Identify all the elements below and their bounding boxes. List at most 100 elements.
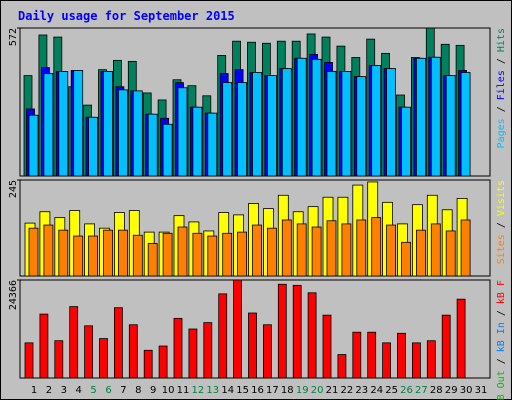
- bar: [143, 349, 153, 379]
- legend: Sites / Visits: [496, 180, 507, 264]
- bar: [252, 72, 262, 177]
- bar: [54, 340, 64, 379]
- bar: [132, 234, 143, 277]
- bar: [73, 70, 84, 177]
- bar: [192, 232, 203, 277]
- bar: [456, 298, 466, 379]
- bar: [218, 293, 228, 379]
- bar: [296, 223, 307, 277]
- bar: [367, 331, 377, 379]
- y-tick-label: 572: [8, 28, 19, 46]
- x-tick-label: 25: [385, 385, 398, 396]
- x-tick-label: 3: [61, 385, 67, 396]
- bar: [371, 217, 382, 277]
- bar: [237, 231, 248, 277]
- x-tick-label: 8: [135, 385, 141, 396]
- bar: [322, 314, 332, 379]
- x-tick-label: 14: [221, 385, 234, 396]
- bar: [203, 322, 213, 379]
- x-tick-label: 20: [311, 385, 324, 396]
- bar: [207, 235, 218, 277]
- bar: [147, 243, 158, 277]
- bar: [237, 82, 248, 177]
- bar: [445, 230, 456, 277]
- legend-entry: kB F: [496, 280, 507, 304]
- bar: [118, 229, 128, 277]
- bar: [382, 342, 392, 379]
- bar: [28, 114, 39, 177]
- bar: [292, 284, 302, 379]
- bar: [460, 72, 471, 177]
- bar: [222, 82, 233, 177]
- bar: [397, 332, 406, 379]
- bar: [162, 232, 173, 277]
- x-tick-label: 7: [120, 385, 126, 396]
- x-tick-label: 22: [341, 385, 354, 396]
- bar: [401, 241, 411, 277]
- bar: [88, 116, 98, 177]
- bar: [28, 227, 39, 277]
- bar: [281, 219, 292, 277]
- bar: [352, 331, 362, 379]
- bar: [326, 71, 337, 177]
- bar: [103, 71, 113, 177]
- bar: [252, 224, 262, 277]
- bar: [128, 324, 138, 379]
- bar: [430, 56, 441, 177]
- x-tick-label: 21: [326, 385, 339, 396]
- x-tick-label: 6: [105, 385, 111, 396]
- x-tick-label: 15: [236, 385, 249, 396]
- legend-entry: Visits: [496, 180, 507, 216]
- x-tick-label: 19: [296, 385, 309, 396]
- legend-separator: /: [496, 52, 507, 70]
- bar: [277, 283, 287, 379]
- bar: [262, 324, 272, 379]
- bar: [147, 113, 158, 177]
- bar: [296, 57, 307, 177]
- x-tick-label: 24: [370, 385, 383, 396]
- x-tick-label: 26: [400, 385, 413, 396]
- x-tick-label: 23: [355, 385, 368, 396]
- bar: [114, 307, 123, 379]
- bar: [341, 71, 352, 177]
- bar: [158, 345, 168, 379]
- bar: [58, 229, 69, 277]
- bar: [430, 223, 441, 277]
- bar: [132, 90, 143, 177]
- bar: [426, 340, 436, 379]
- x-tick-label: 11: [177, 385, 190, 396]
- bar: [43, 73, 54, 177]
- bar: [356, 76, 367, 177]
- legend-entry: Files: [496, 70, 507, 100]
- y-tick-label: 245: [8, 180, 19, 198]
- legend-separator: /: [496, 352, 507, 370]
- bar: [445, 75, 456, 177]
- chart-title: Daily usage for September 2015: [18, 9, 235, 23]
- x-tick-label: 12: [192, 385, 205, 396]
- bar: [266, 227, 277, 277]
- x-tick-label: 2: [46, 385, 52, 396]
- x-tick-label: 29: [445, 385, 458, 396]
- legend-separator: /: [496, 100, 507, 118]
- x-tick-label: 10: [162, 385, 175, 396]
- bar: [307, 292, 317, 379]
- bar: [69, 306, 79, 379]
- bar: [281, 68, 292, 177]
- bar: [118, 89, 128, 177]
- bar: [43, 224, 54, 277]
- bar: [248, 312, 257, 379]
- bar: [415, 57, 426, 177]
- legend-entry: Hits: [496, 28, 507, 52]
- x-tick-label: 28: [430, 385, 443, 396]
- x-tick-label: 9: [150, 385, 156, 396]
- bar: [326, 220, 337, 277]
- bar: [162, 123, 173, 177]
- bar: [58, 71, 69, 177]
- bar: [411, 342, 421, 379]
- bar: [73, 235, 84, 277]
- bar: [415, 229, 426, 277]
- bar: [84, 325, 93, 379]
- bar: [341, 223, 352, 277]
